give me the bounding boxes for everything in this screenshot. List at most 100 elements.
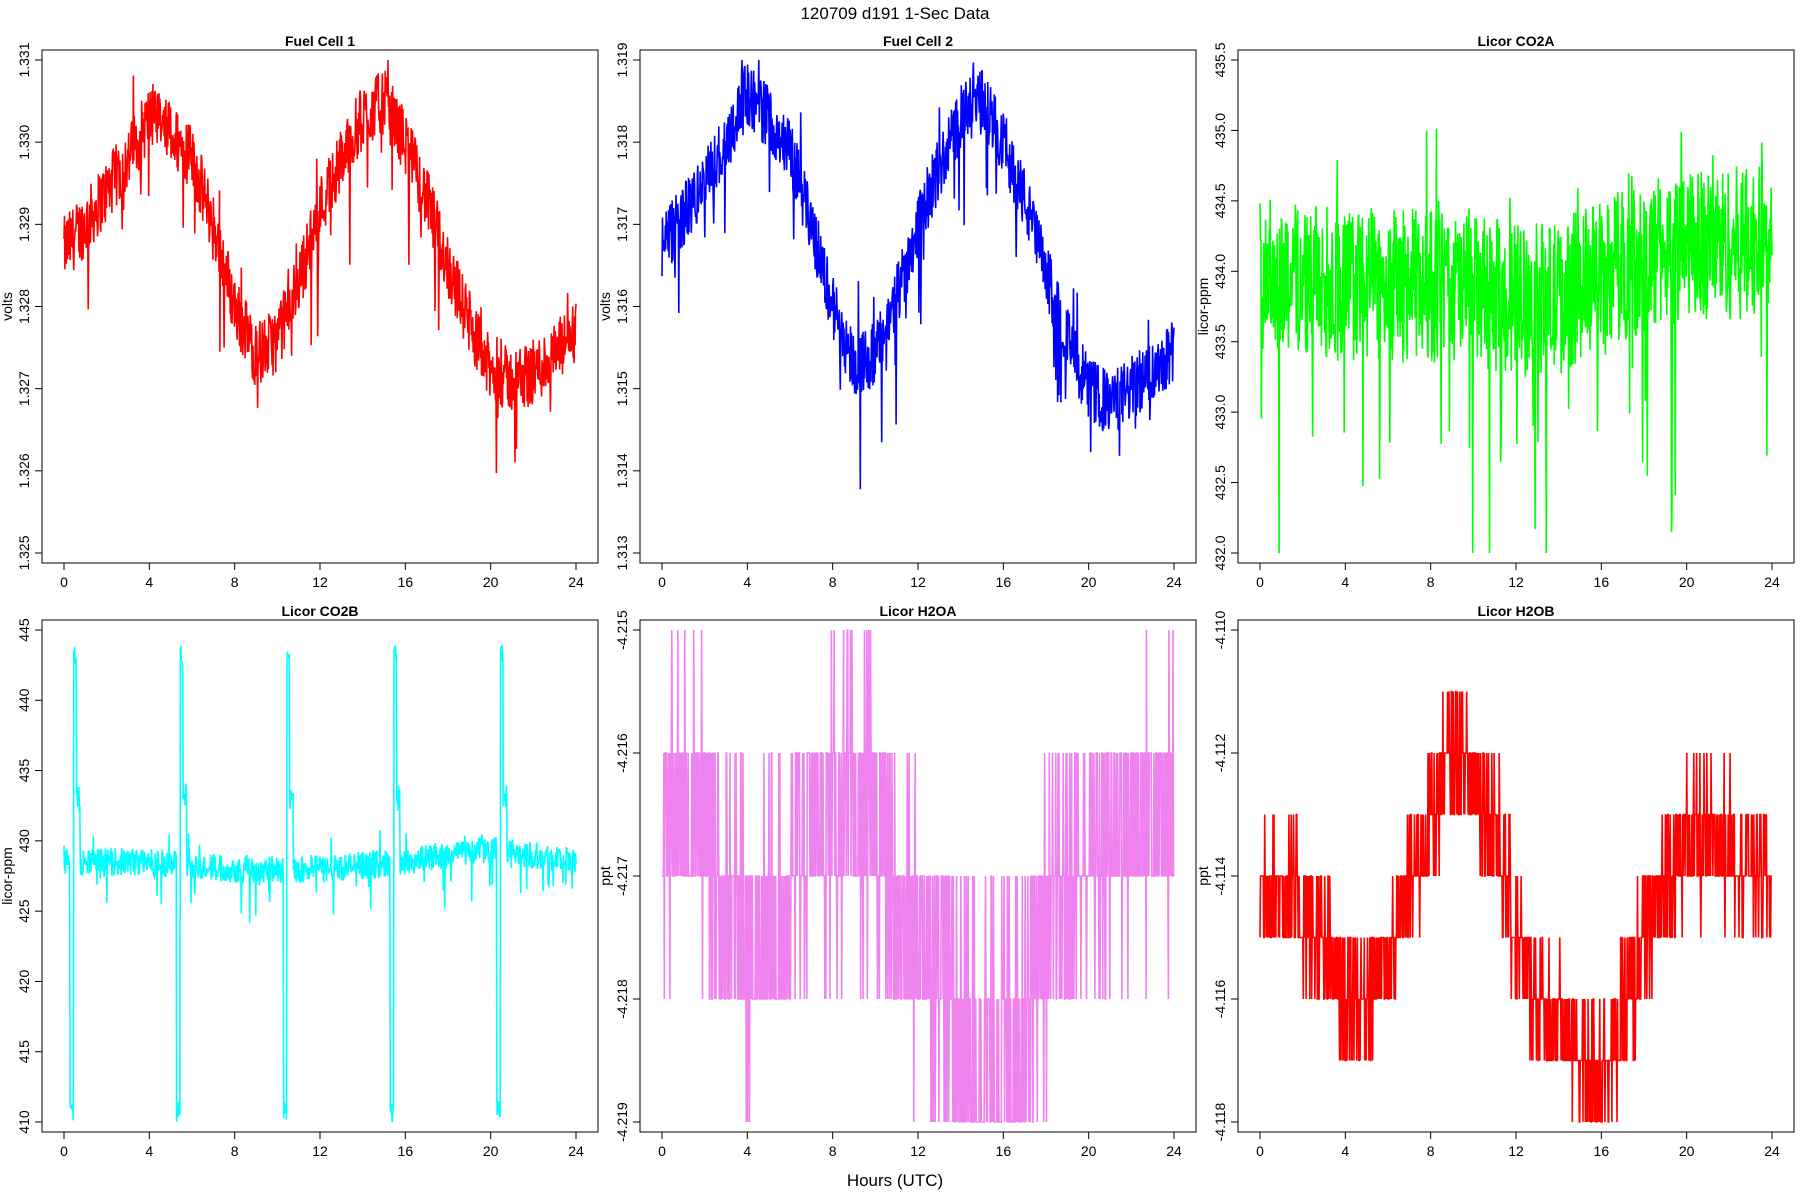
x-tick-label: 8 [231, 1143, 239, 1159]
y-axis-label: volts [0, 292, 15, 321]
y-tick-label: 1.329 [16, 207, 32, 242]
y-tick-label: 1.317 [614, 207, 630, 242]
figure-title: 120709 d191 1-Sec Data [800, 4, 990, 23]
plot-frame [639, 49, 1197, 564]
panels: Fuel Cell 1 0 4 8 12 16 20 24 1.325 1.326 1.327 1.3… [0, 33, 1795, 1159]
panel-title: Licor CO2A [1477, 33, 1554, 49]
x-tick-label: 24 [1166, 574, 1182, 590]
x-tick-label: 0 [60, 1143, 68, 1159]
x-tick-label: 4 [743, 574, 751, 590]
series-line [1259, 690, 1772, 1123]
plot-frame [41, 619, 599, 1133]
y-tick-label: -4.217 [614, 856, 630, 896]
y-tick-label: -4.110 [1212, 610, 1228, 649]
y-tick-label: 432.5 [1212, 465, 1228, 500]
x-tick-label: 24 [1764, 574, 1780, 590]
x-tick-label: 12 [1508, 574, 1524, 590]
y-tick-label: 430 [16, 829, 32, 853]
y-tick-label: 1.330 [16, 124, 32, 159]
y-tick-label: 445 [16, 618, 32, 642]
x-tick-label: 20 [483, 1143, 499, 1159]
y-tick-label: 434.0 [1212, 254, 1228, 289]
y-tick-label: 1.316 [614, 289, 630, 324]
y-tick-label: 433.5 [1212, 324, 1228, 359]
chart-panel: Licor CO2A 0 4 8 12 16 20 24 432.0 432.5 433.0 433.… [1195, 33, 1795, 590]
x-tick-label: 24 [1166, 1143, 1182, 1159]
series-line [661, 59, 1175, 490]
x-tick-label: 0 [1256, 1143, 1264, 1159]
x-tick-label: 8 [1427, 574, 1435, 590]
x-tick-label: 20 [1679, 1143, 1695, 1159]
panel-title: Fuel Cell 1 [285, 33, 355, 49]
y-tick-label: 440 [16, 688, 32, 712]
plot-frame [41, 49, 599, 564]
x-tick-label: 4 [1341, 1143, 1349, 1159]
series-line [63, 644, 577, 1123]
y-tick-label: 1.328 [16, 289, 32, 324]
x-tick-label: 16 [996, 1143, 1012, 1159]
y-tick-label: 420 [16, 970, 32, 994]
x-tick-label: 4 [145, 574, 153, 590]
y-axis-label: volts [597, 292, 613, 321]
panel-title: Licor CO2B [281, 603, 358, 619]
x-tick-label: 16 [398, 574, 414, 590]
x-tick-label: 8 [829, 1143, 837, 1159]
chart-panel: Licor H2OA 0 4 8 12 16 20 24 -4.219 -4.218 -4.217 -… [597, 603, 1197, 1159]
x-tick-label: 16 [398, 1143, 414, 1159]
y-axis-label: licor-ppm [1195, 278, 1211, 336]
y-axis-label: licor-ppm [0, 847, 15, 905]
y-tick-label: 1.325 [16, 535, 32, 570]
x-tick-label: 16 [1594, 574, 1610, 590]
x-tick-label: 20 [1081, 574, 1097, 590]
panel-title: Licor H2OA [879, 603, 956, 619]
x-tick-label: 4 [743, 1143, 751, 1159]
y-tick-label: -4.112 [1212, 733, 1228, 772]
y-tick-label: 1.318 [614, 124, 630, 159]
y-tick-label: 425 [16, 899, 32, 923]
x-tick-label: 12 [312, 1143, 328, 1159]
y-tick-label: -4.216 [614, 733, 630, 773]
x-tick-label: 0 [60, 574, 68, 590]
y-tick-label: 1.326 [16, 453, 32, 488]
x-tick-label: 0 [658, 1143, 666, 1159]
y-tick-label: 1.313 [614, 535, 630, 570]
y-tick-label: -4.118 [1212, 1102, 1228, 1141]
x-tick-label: 12 [910, 1143, 926, 1159]
y-tick-label: 1.315 [614, 371, 630, 406]
chart-panel: Fuel Cell 2 0 4 8 12 16 20 24 1.313 1.314 1.315 1.3… [597, 33, 1197, 590]
x-tick-label: 0 [658, 574, 666, 590]
chart-panel: Licor CO2B 0 4 8 12 16 20 24 410 415 420 425 430 435 4… [0, 603, 599, 1159]
y-tick-label: 435.5 [1212, 42, 1228, 77]
y-tick-label: 432.0 [1212, 535, 1228, 570]
y-tick-label: 434.5 [1212, 183, 1228, 218]
figure-xlabel: Hours (UTC) [847, 1171, 943, 1190]
panel-title: Licor H2OB [1477, 603, 1554, 619]
x-tick-label: 8 [829, 574, 837, 590]
x-tick-label: 20 [483, 574, 499, 590]
y-tick-label: 435.0 [1212, 113, 1228, 148]
series-line [63, 59, 577, 474]
chart-panel: Licor H2OB 0 4 8 12 16 20 24 -4.118 -4.116 -4.114 -… [1195, 603, 1795, 1159]
y-tick-label: -4.219 [614, 1102, 630, 1142]
x-tick-label: 12 [312, 574, 328, 590]
x-tick-label: 16 [996, 574, 1012, 590]
y-tick-label: 415 [16, 1040, 32, 1064]
y-tick-label: 1.331 [16, 42, 32, 77]
y-tick-label: 1.314 [614, 453, 630, 488]
x-tick-label: 20 [1081, 1143, 1097, 1159]
panel-title: Fuel Cell 2 [883, 33, 953, 49]
y-tick-label: 1.327 [16, 371, 32, 406]
x-tick-label: 12 [910, 574, 926, 590]
y-axis-label: ppt [1195, 866, 1211, 886]
y-tick-label: -4.215 [614, 610, 630, 650]
x-tick-label: 20 [1679, 574, 1695, 590]
y-tick-label: -4.218 [614, 979, 630, 1019]
x-tick-label: 0 [1256, 574, 1264, 590]
x-tick-label: 24 [1764, 1143, 1780, 1159]
y-tick-label: -4.114 [1212, 856, 1228, 895]
y-tick-label: 433.0 [1212, 394, 1228, 429]
x-tick-label: 24 [568, 1143, 584, 1159]
chart-panel: Fuel Cell 1 0 4 8 12 16 20 24 1.325 1.326 1.327 1.3… [0, 33, 599, 590]
y-tick-label: 435 [16, 759, 32, 783]
